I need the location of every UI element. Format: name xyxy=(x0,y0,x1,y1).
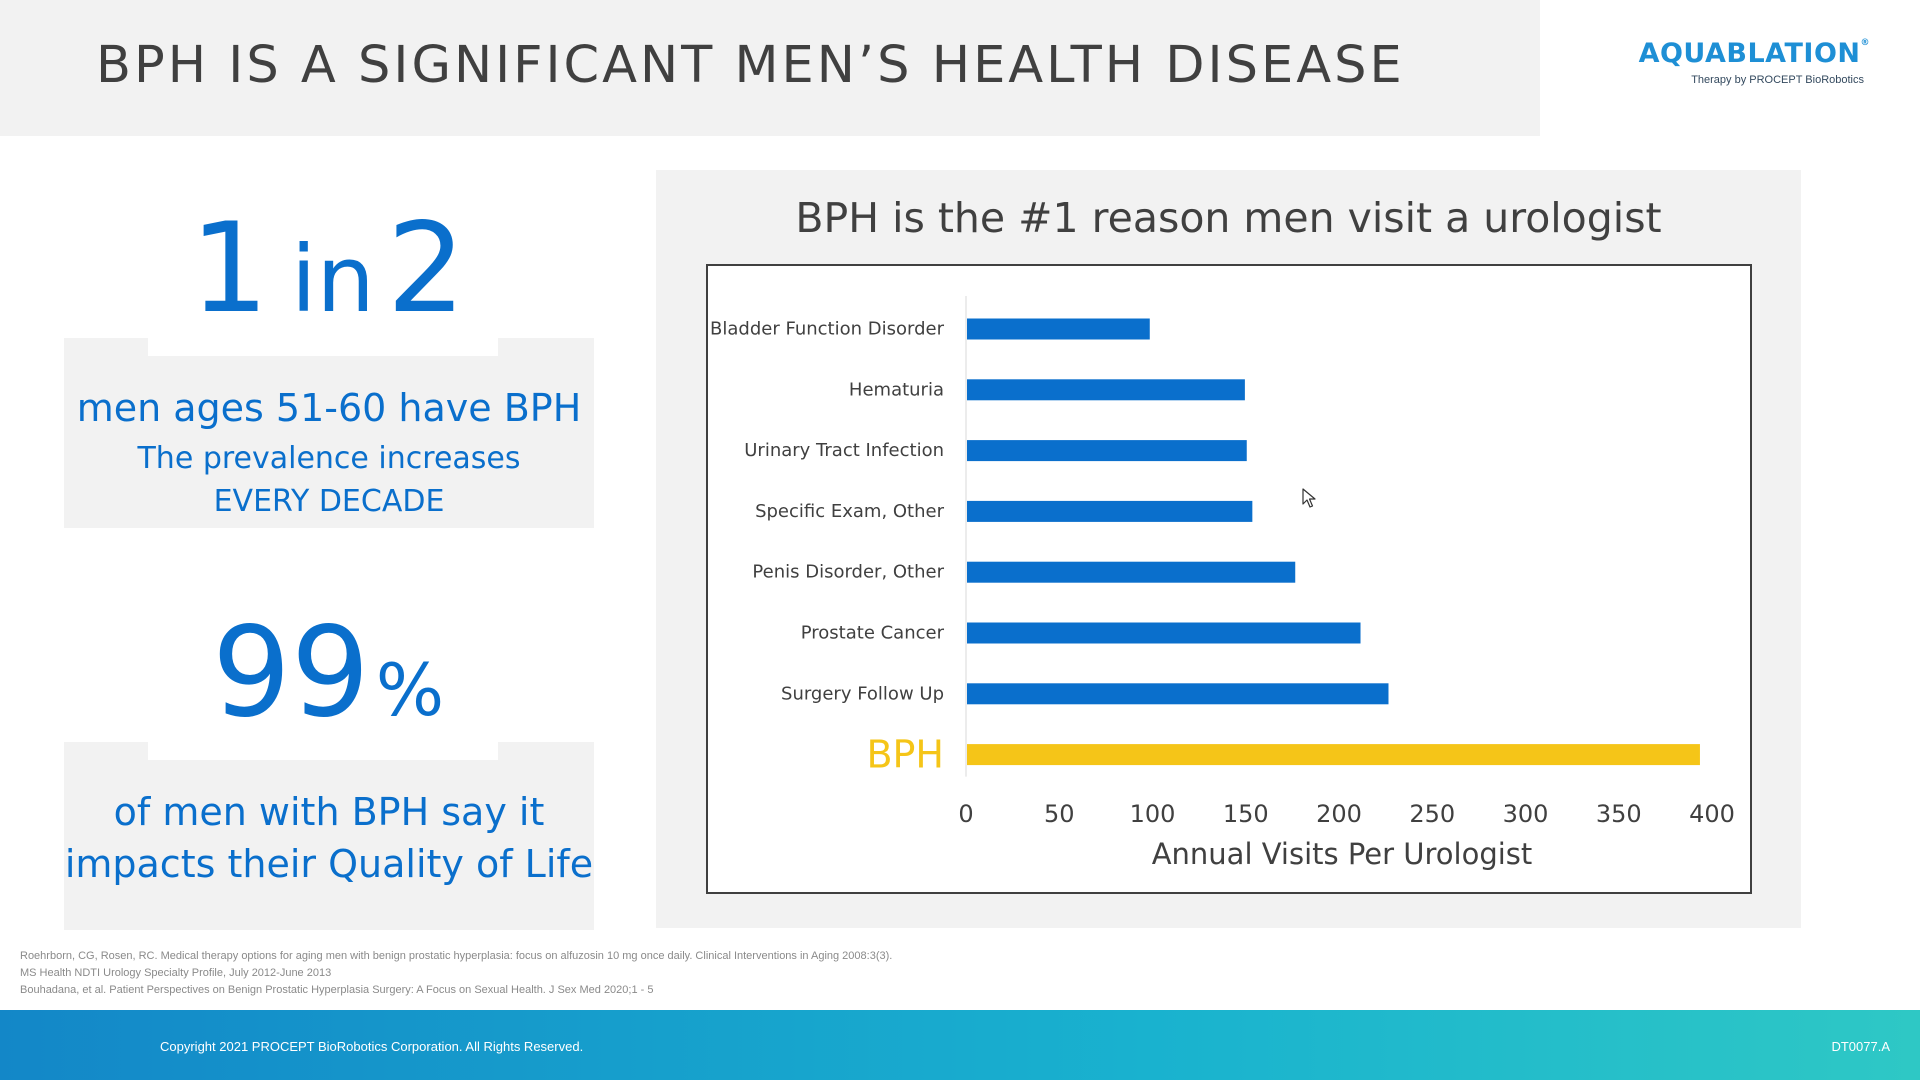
header-band xyxy=(0,0,1540,136)
footer-doc-code: DT0077.A xyxy=(1831,1039,1890,1054)
category-label: Penis Disorder, Other xyxy=(752,562,944,583)
bar-penis-disorder-other xyxy=(967,561,1296,583)
logo-wordmark: AQUABLATION® xyxy=(1639,38,1870,69)
category-label: Bladder Function Disorder xyxy=(710,319,945,340)
stat-text-line-2: The prevalence increases xyxy=(137,441,521,476)
slide-title: BPH IS A SIGNIFICANT MEN’S HEALTH DISEAS… xyxy=(96,36,1405,95)
category-label: BPH xyxy=(866,733,944,777)
stat-big-prevalence: 1 in2 xyxy=(190,198,466,351)
stat-big-percent-value: 99 xyxy=(212,601,370,745)
stat-text-line-5: impacts their Quality of Life xyxy=(64,842,594,886)
x-tick-label: 200 xyxy=(1316,800,1362,828)
bar-surgery-follow-up xyxy=(967,683,1389,705)
stat-text-line-4: of men with BPH say it xyxy=(113,790,545,834)
bar-urinary-tract-infection xyxy=(967,440,1247,462)
references: Roehrborn, CG, Rosen, RC. Medical therap… xyxy=(20,948,892,999)
category-label: Surgery Follow Up xyxy=(781,683,944,704)
stat-big-in: in xyxy=(290,226,375,333)
bar-bph xyxy=(967,744,1700,766)
bar-chart: Bladder Function Disorder Hematuria Urinar… xyxy=(710,296,1735,871)
category-label: Urinary Tract Infection xyxy=(744,440,944,461)
x-tick-label: 0 xyxy=(958,800,973,828)
x-tick-label: 400 xyxy=(1689,800,1735,828)
stat-card-prevalence xyxy=(148,178,498,356)
chart-frame: Bladder Function Disorder Hematuria Urinar… xyxy=(706,264,1752,894)
footer-band: Copyright 2021 PROCEPT BioRobotics Corpo… xyxy=(0,1010,1920,1080)
x-tick-label: 50 xyxy=(1044,800,1075,828)
x-tick-label: 300 xyxy=(1503,800,1549,828)
chart-title: BPH is the #1 reason men visit a urologi… xyxy=(795,194,1662,242)
stat-text-line-3: EVERY DECADE xyxy=(213,484,445,519)
stat-big-denominator: 2 xyxy=(386,197,466,341)
stat-big-numerator: 1 xyxy=(190,197,269,341)
x-tick-label: 250 xyxy=(1409,800,1455,828)
bar-specific-exam-other xyxy=(967,500,1253,522)
stat-big-percent-sign: % xyxy=(375,648,445,732)
stat-panel-quality-of-life xyxy=(64,742,594,930)
footer-copyright: Copyright 2021 PROCEPT BioRobotics Corpo… xyxy=(160,1039,584,1054)
bar-bladder-function-disorder xyxy=(967,318,1150,340)
reference-1: Roehrborn, CG, Rosen, RC. Medical therap… xyxy=(20,950,893,962)
bar-prostate-cancer xyxy=(967,622,1361,644)
logo-subtitle: Therapy by PROCEPT BioRobotics xyxy=(1691,74,1864,86)
reference-2: MS Health NDTI Urology Specialty Profile… xyxy=(20,967,332,979)
bar-hematuria xyxy=(967,379,1245,401)
category-label: Prostate Cancer xyxy=(801,623,945,644)
stat-text-line-1: men ages 51-60 have BPH xyxy=(76,386,582,430)
logo-registered-mark: ® xyxy=(1860,38,1870,48)
aquablation-logo: AQUABLATION® Therapy by PROCEPT BioRobot… xyxy=(1620,38,1870,88)
x-tick-label: 100 xyxy=(1130,800,1176,828)
reference-3: Bouhadana, et al. Patient Perspectives o… xyxy=(20,984,654,996)
logo-text: AQUABLATION xyxy=(1638,38,1861,69)
category-label: Hematuria xyxy=(849,379,944,400)
stat-panel-prevalence xyxy=(64,338,594,528)
x-axis-label: Annual Visits Per Urologist xyxy=(1152,837,1533,871)
mouse-cursor-icon xyxy=(1302,488,1316,508)
category-label: Specific Exam, Other xyxy=(755,501,945,522)
x-tick-label: 150 xyxy=(1223,800,1269,828)
x-tick-label: 350 xyxy=(1596,800,1642,828)
stat-big-quality-of-life: 99% xyxy=(212,602,444,761)
stat-card-quality-of-life xyxy=(148,582,498,760)
